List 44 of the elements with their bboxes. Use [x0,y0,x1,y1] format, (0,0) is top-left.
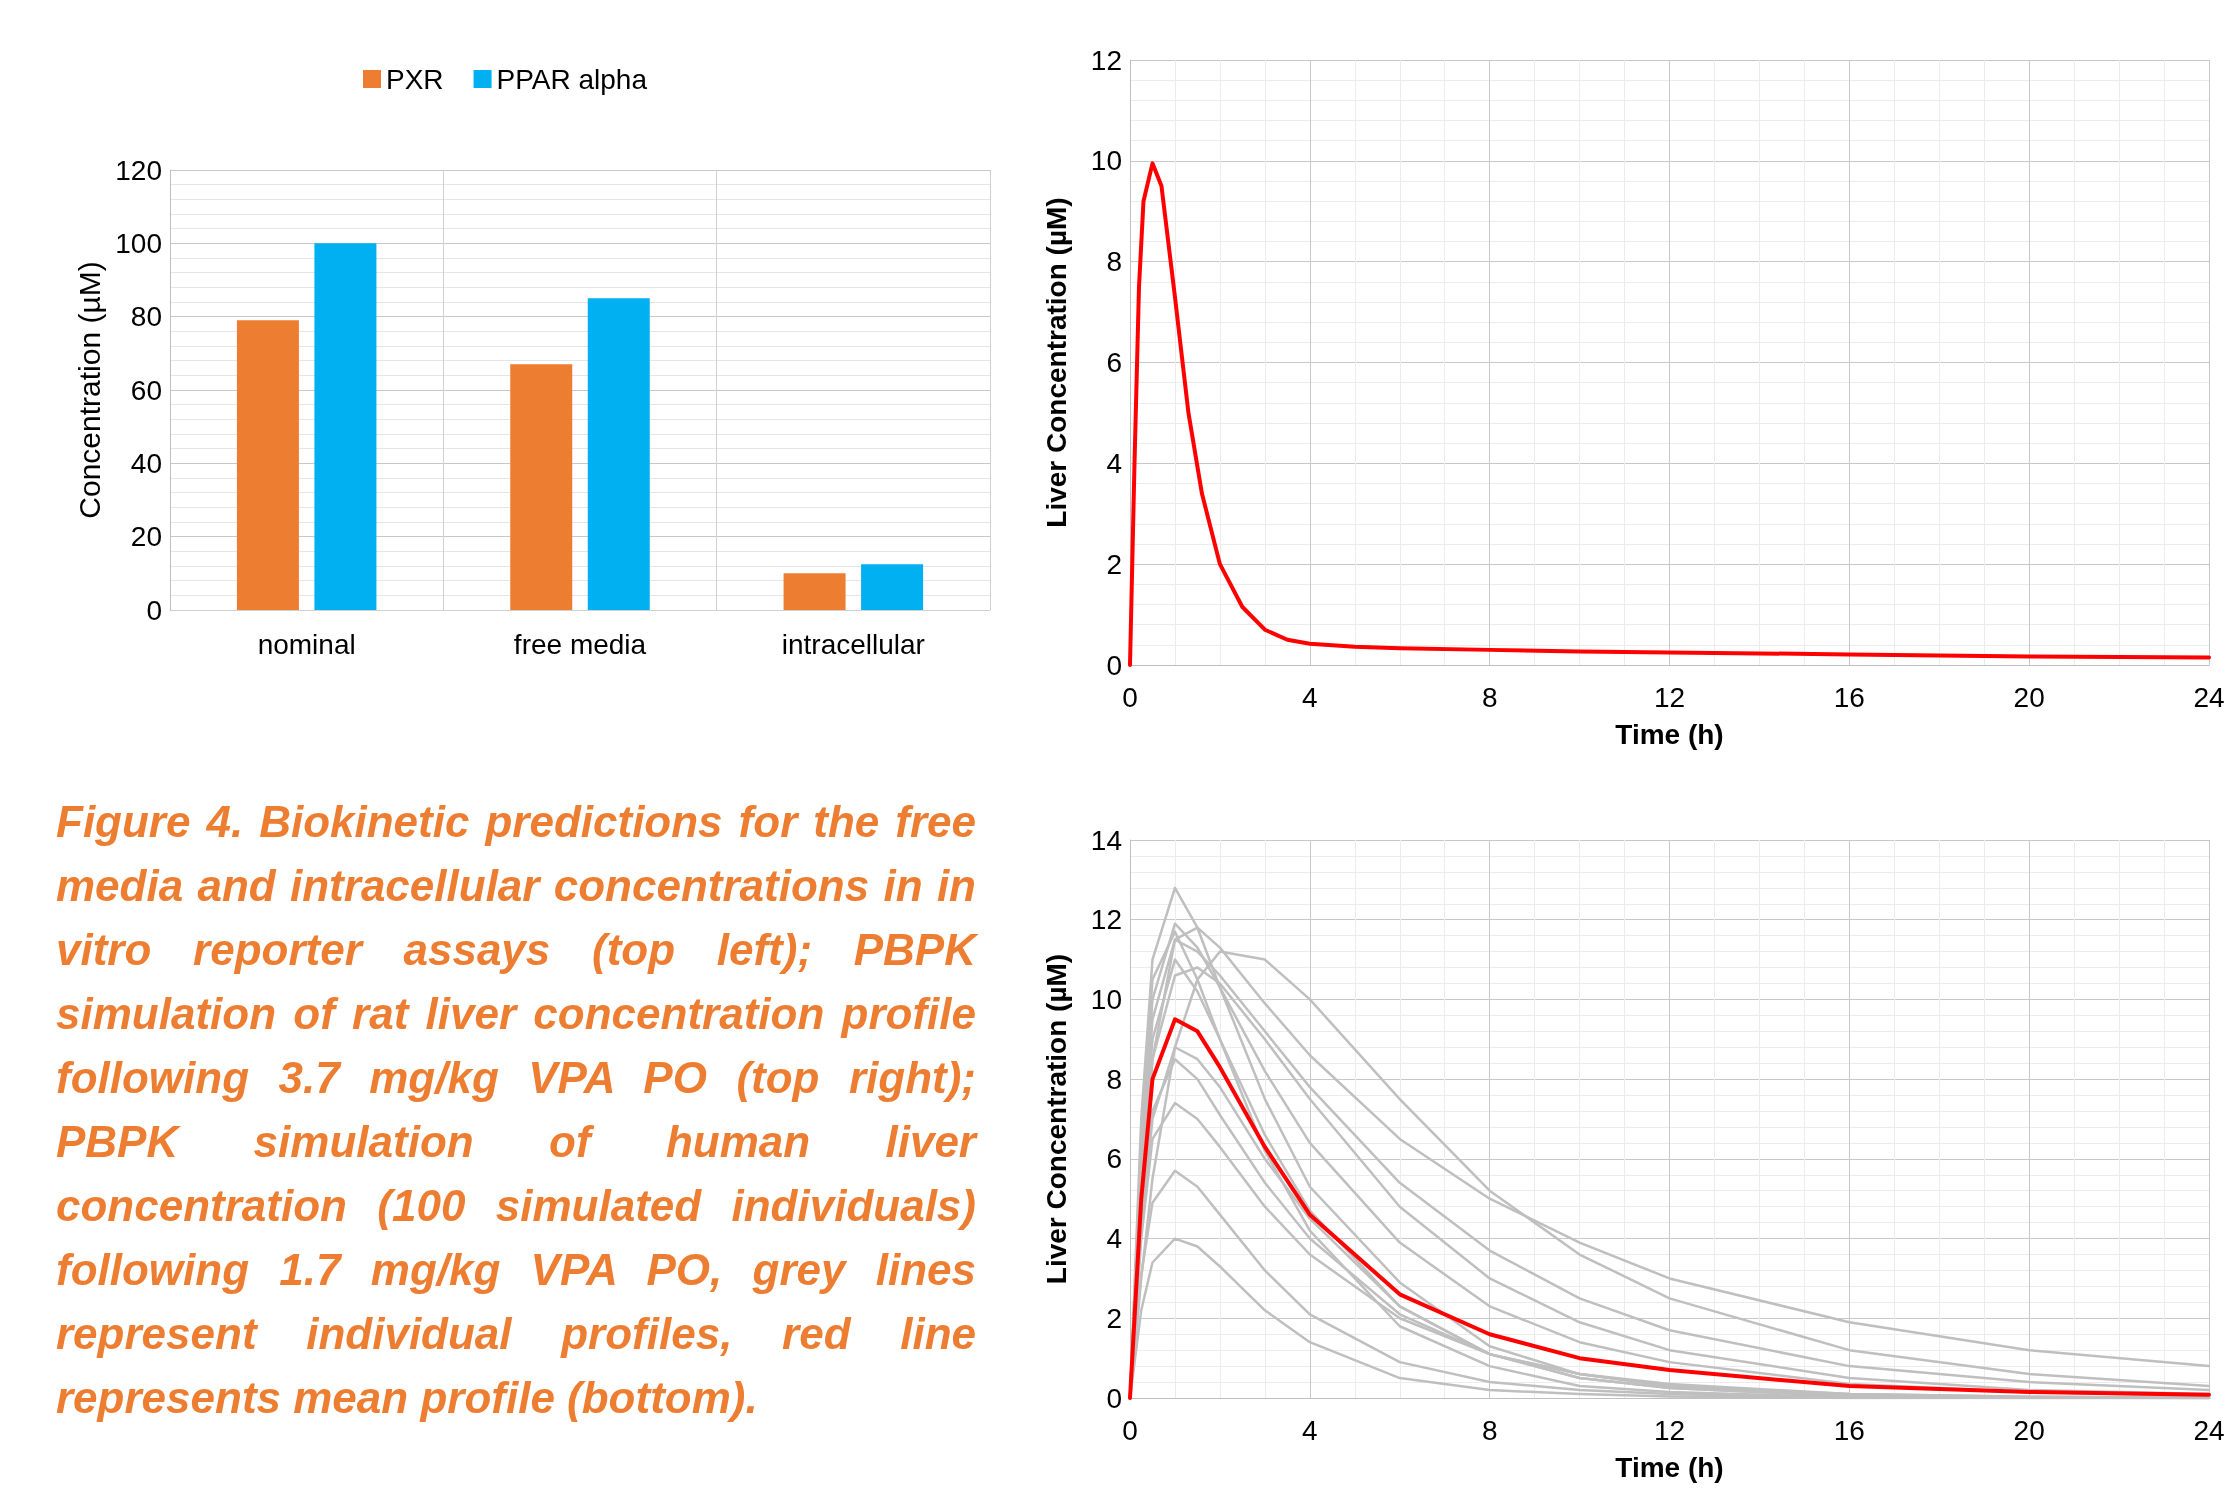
y-tick-label: 6 [1106,347,1122,378]
y-tick-label: 0 [1106,649,1122,681]
y-tick-label: 12 [1090,904,1122,936]
x-tick-label: 4 [1302,1414,1318,1446]
x-tick-label: 16 [1833,681,1865,713]
y-axis-title: Liver Concentration (µM) [1040,197,1072,528]
y-tick-label: 4 [1106,447,1122,479]
y-tick-label: 6 [1106,1143,1122,1175]
x-axis-title: Time (h) [1615,1451,1724,1483]
y-tick-label: 8 [1106,1063,1122,1095]
legend-label: PXR [385,63,444,95]
x-tick-label: 4 [1302,681,1318,713]
y-tick-label: 2 [1106,548,1122,580]
y-tick-label: 4 [1106,1223,1122,1255]
x-tick-label: 8 [1481,1414,1498,1446]
y-tick-label: 20 [130,521,162,553]
y-tick-label: 80 [130,301,162,333]
y-tick-label: 14 [1090,824,1122,856]
x-tick-label: 20 [2013,681,2045,713]
y-tick-label: 120 [115,154,162,186]
y-tick-label: 40 [130,447,162,479]
x-tick-label: 12 [1653,681,1686,713]
x-axis-title: Time (h) [1615,718,1724,750]
x-tick-label: 8 [1481,681,1498,713]
x-tick-label: intracellular [781,628,925,660]
x-tick-label: 12 [1653,1414,1686,1446]
x-tick-label: 16 [1833,1414,1865,1446]
y-tick-label: 8 [1106,246,1122,278]
y-tick-label: 0 [1106,1382,1122,1414]
x-tick-label: 20 [2013,1414,2045,1446]
y-tick-label: 60 [130,374,162,406]
legend-label: PPAR alpha [496,63,648,95]
x-tick-label: 24 [2193,1414,2225,1446]
y-axis-title: Concentration (µM) [72,261,106,519]
x-tick-label: nominal [257,628,356,660]
y-tick-label: 12 [1090,44,1122,76]
y-tick-label: 100 [115,227,162,259]
y-tick-label: 2 [1106,1302,1122,1334]
x-tick-label: 24 [2193,681,2225,713]
y-tick-label: 10 [1090,145,1122,177]
y-tick-label: 10 [1090,983,1122,1015]
y-axis-title: Liver Concentration (µM) [1040,953,1072,1285]
y-tick-label: 0 [146,594,162,626]
x-tick-label: free media [513,628,647,660]
